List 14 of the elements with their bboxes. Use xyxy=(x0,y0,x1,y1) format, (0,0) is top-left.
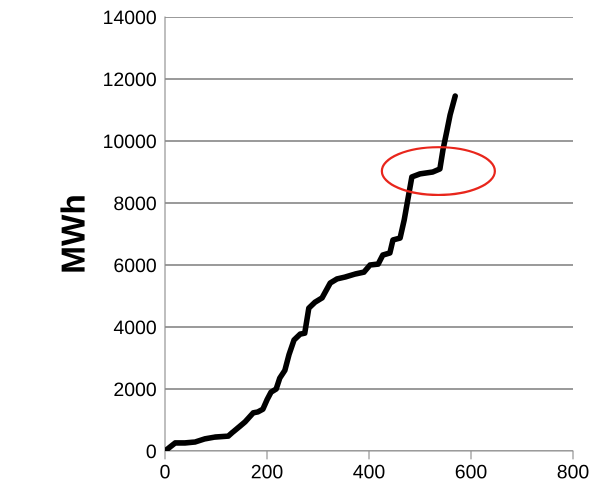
y-tick-label: 14000 xyxy=(104,10,156,24)
y-tick-label: 6000 xyxy=(114,258,156,272)
y-axis-title: MWh xyxy=(60,196,85,272)
y-tick-label: 2000 xyxy=(114,382,156,396)
y-tick-label: 4000 xyxy=(114,320,156,334)
x-tick-label: 800 xyxy=(558,464,588,478)
x-tick-label: 400 xyxy=(353,464,384,478)
y-tick-label: 10000 xyxy=(104,134,156,148)
x-tick-label: 600 xyxy=(456,464,486,478)
x-tick-label: 0 xyxy=(160,464,170,478)
y-tick-label: 12000 xyxy=(104,72,156,86)
y-tick-label: 8000 xyxy=(114,196,156,210)
x-tick-label: 200 xyxy=(252,464,282,478)
y-tick-label: 0 xyxy=(146,444,156,458)
